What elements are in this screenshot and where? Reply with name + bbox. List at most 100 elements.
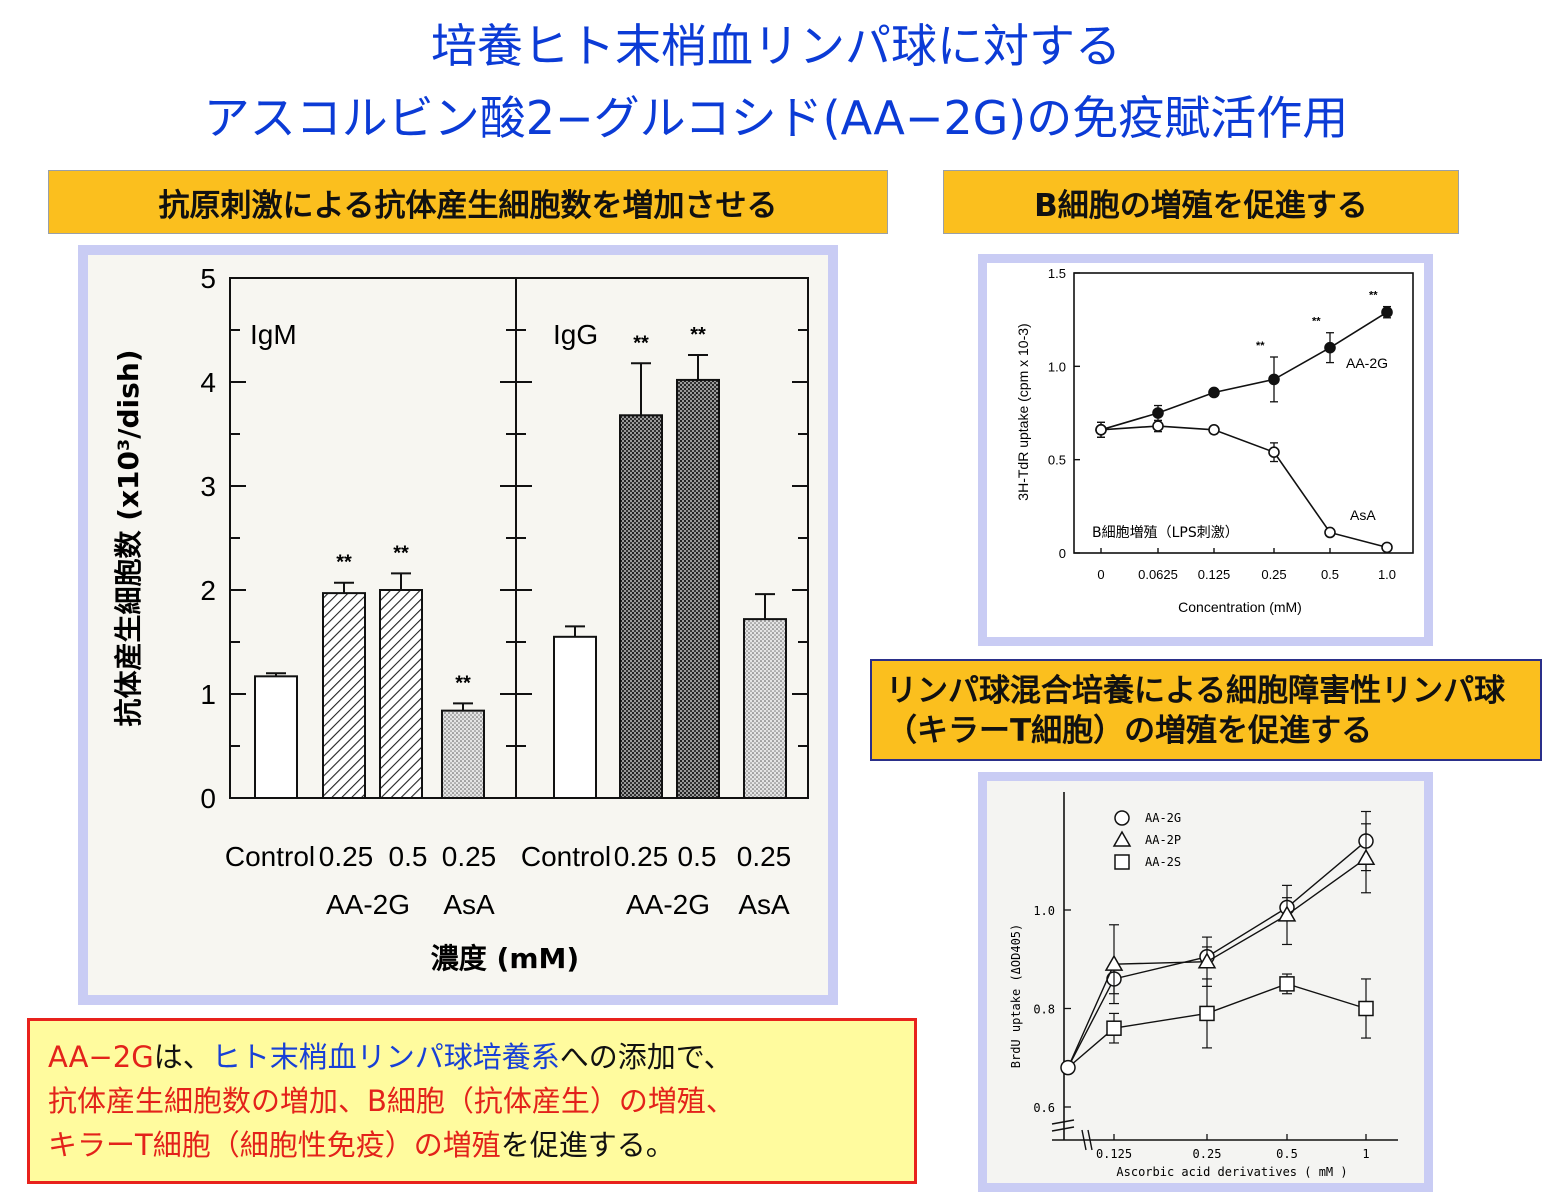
axis-break (1051, 1119, 1075, 1125)
legend-marker (1114, 854, 1130, 870)
x-category-label: 0.5 (389, 841, 428, 872)
band-bcell-proliferation: B細胞の増殖を促進する (943, 170, 1459, 234)
x-tick-label: 1 (1362, 1147, 1369, 1161)
x-tick-label: 0.25 (1193, 1147, 1222, 1161)
x-category-label: 0.5 (678, 841, 717, 872)
data-point (1268, 446, 1280, 459)
x-axis-label: Concentration (mM) (1178, 599, 1302, 615)
x-group-label: AsA (443, 889, 495, 920)
x-tick-label: 1.0 (1378, 567, 1396, 582)
x-group-label: AA-2G (326, 889, 410, 920)
panel-label-igm: IgM (250, 319, 297, 350)
x-tick-label: 0.0625 (1138, 567, 1178, 582)
x-tick-label: 0.125 (1198, 567, 1231, 582)
data-point (1152, 420, 1164, 432)
y-tick-label: 4 (200, 367, 216, 398)
data-point (1152, 407, 1164, 419)
y-tick-label: 1 (200, 679, 216, 710)
bar (676, 378, 720, 799)
control-point (1060, 1059, 1076, 1076)
summary-effect-2: キラーT細胞（細胞性免疫）の増殖 (48, 1128, 501, 1162)
data-point (1095, 423, 1107, 436)
band-antibody-cells: 抗原刺激による抗体産生細胞数を増加させる (48, 170, 888, 234)
y-tick-label: 0.5 (1048, 453, 1066, 468)
series-label: AA-2G (1346, 355, 1388, 371)
summary-culture-system: ヒト末梢血リンパ球培養系 (211, 1040, 560, 1074)
y-tick-label: 0.8 (1033, 1003, 1055, 1017)
significance-mark: ** (1312, 316, 1321, 328)
data-point (1104, 954, 1124, 971)
band-killer-tcell: リンパ球混合培養による細胞障害性リンパ球（キラーT細胞）の増殖を促進する (870, 659, 1542, 761)
brdu-line-chart: 0.6 0.8 1.0 0.125 0.25 0.5 1 Ascorbic acid deri… (1009, 792, 1398, 1179)
y-tick-label: 0.6 (1033, 1101, 1055, 1115)
summary-effect-1: 抗体産生細胞数の増加、B細胞（抗体産生）の増殖、 (48, 1084, 735, 1118)
legend-label: AA-2S (1145, 855, 1181, 869)
data-point (1356, 848, 1376, 866)
legend-label: AA-2P (1145, 833, 1181, 847)
chart-annotation: B細胞増殖（LPS刺激） (1092, 524, 1239, 541)
x-category-label: 0.25 (319, 841, 374, 872)
axis-break (1087, 1129, 1093, 1151)
legend-marker (1112, 830, 1132, 847)
y-tick-label: 1.0 (1033, 904, 1055, 918)
y-tick-label: 1.5 (1048, 266, 1066, 281)
x-tick-label: 0.125 (1096, 1147, 1132, 1161)
significance-mark: ** (633, 332, 649, 354)
legend-marker (1114, 810, 1130, 826)
y-tick-label: 2 (200, 575, 216, 606)
y-tick-label: 0 (1059, 546, 1066, 561)
data-point (1381, 541, 1393, 554)
bar (254, 675, 298, 800)
page-title-line2: アスコルビン酸2−グルコシド(AA−2G)の免疫賦活作用 (203, 91, 1349, 145)
summary-text-3: を促進する。 (500, 1128, 675, 1162)
panel-label-igg: IgG (553, 319, 598, 350)
data-point (1277, 905, 1297, 922)
data-point (1279, 976, 1295, 992)
page-title-line1: 培養ヒト末梢血リンパ球に対する (431, 19, 1121, 73)
axis-break (1081, 1129, 1087, 1151)
y-tick-label: 5 (200, 263, 216, 294)
series-line-aa-2g (1100, 311, 1388, 431)
data-point (1358, 1000, 1374, 1017)
y-axis-label: BrdU uptake (ΔOD405) (1009, 924, 1023, 1069)
bar (379, 589, 423, 799)
bcell-plot-area (1073, 272, 1414, 554)
x-tick-label: 0.5 (1276, 1147, 1298, 1161)
legend-label: AA-2G (1145, 811, 1181, 825)
significance-mark: ** (1369, 290, 1378, 302)
bar (743, 618, 787, 799)
data-point (1208, 386, 1220, 399)
significance-mark: ** (336, 552, 352, 574)
x-tick-label: 0 (1097, 567, 1104, 582)
series-line-asa (1100, 425, 1388, 549)
y-axis-label: 抗体産生細胞数 (x10³/dish) (112, 349, 145, 726)
y-tick-label: 0 (200, 783, 216, 814)
summary-box: AA−2Gは、ヒト末梢血リンパ球培養系への添加で、 抗体産生細胞数の増加、B細胞… (27, 1018, 917, 1184)
data-point (1197, 952, 1217, 969)
bcell-line-chart: 0 0.5 1.0 1.5 0 0.0625 0.125 0.25 0.5 1.0 Concentr… (1015, 266, 1414, 615)
x-tick-label: 0.5 (1321, 567, 1339, 582)
x-category-label: Control (521, 841, 611, 872)
x-category-label: 0.25 (442, 841, 497, 872)
significance-mark: ** (455, 672, 471, 694)
summary-subject: AA−2G (48, 1040, 154, 1074)
x-category-label: 0.25 (614, 841, 669, 872)
y-tick-label: 1.0 (1048, 359, 1066, 374)
bar (619, 414, 663, 799)
x-group-label: AsA (738, 889, 790, 920)
summary-text-1: は、 (153, 1040, 212, 1074)
brdu-chart-frame (978, 772, 1433, 1192)
axis-break (1051, 1126, 1075, 1132)
x-category-label: 0.25 (737, 841, 792, 872)
bcell-chart-frame (978, 254, 1433, 646)
data-point (1324, 526, 1336, 539)
summary-text-2: への添加で、 (559, 1040, 733, 1074)
data-point (1106, 1020, 1122, 1036)
data-point (1324, 341, 1336, 354)
data-point (1208, 423, 1220, 436)
y-tick-label: 3 (200, 471, 216, 502)
bar (322, 592, 366, 799)
bar (441, 709, 485, 800)
significance-mark: ** (1256, 340, 1265, 352)
